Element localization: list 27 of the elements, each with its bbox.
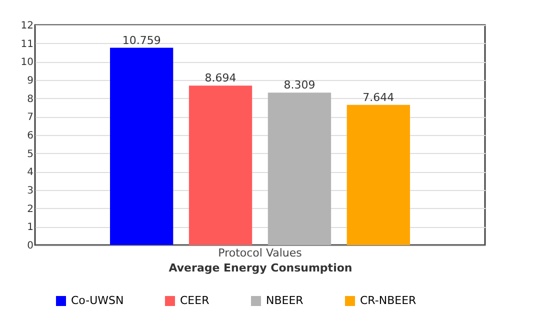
legend-label: Co-UWSN [71, 294, 124, 307]
y-tick-label: 7 [27, 112, 34, 124]
y-tick-label: 9 [27, 76, 34, 86]
x-axis-title: Average Energy Consumption [168, 262, 352, 274]
data-label: 8.694 [204, 72, 236, 85]
bar [188, 86, 252, 245]
y-tick-label: 1 [27, 222, 34, 234]
legend-label: CEER [180, 294, 210, 307]
y-tick-label: 12 [20, 20, 34, 32]
y-tick-label: 3 [27, 186, 34, 196]
data-label: 10.759 [122, 34, 161, 47]
y-tick-label: 4 [27, 167, 34, 178]
bar [268, 92, 332, 245]
y-tick-label: 8 [27, 94, 34, 105]
y-tick-label: 2 [27, 204, 34, 215]
data-label: 8.309 [284, 78, 316, 92]
y-tick-label: 5 [27, 148, 34, 160]
y-tick-label: 6 [27, 130, 34, 142]
x-tick-label: Protocol Values [218, 246, 302, 260]
bar [110, 48, 174, 245]
legend-label: CR-NBEER [360, 294, 417, 307]
y-tick-label: 11 [20, 38, 34, 50]
data-label: 7.644 [362, 90, 394, 104]
bar [346, 104, 410, 245]
legend-label: NBEER [266, 294, 304, 307]
y-tick-label: 10 [20, 57, 34, 68]
y-tick-label: 0 [27, 240, 34, 252]
